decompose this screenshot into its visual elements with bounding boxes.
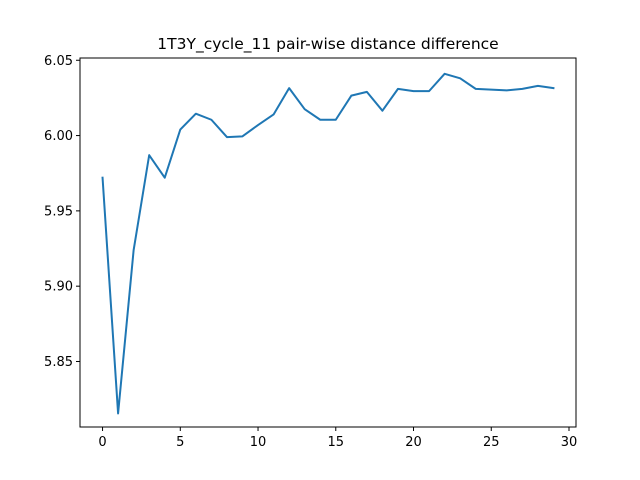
x-tick-label: 15 [328, 435, 345, 450]
y-tick-label: 5.95 [44, 204, 73, 219]
y-tick-label: 5.85 [44, 355, 73, 370]
plot-area-frame [79, 57, 577, 428]
y-tick-label: 6.05 [44, 54, 73, 69]
x-tick-label: 5 [176, 435, 184, 450]
y-axis-ticks: 5.85 5.90 5.95 6.00 6.05 [44, 54, 80, 370]
x-axis-ticks: 0 5 10 15 20 25 30 [98, 427, 577, 450]
series-line [101, 72, 555, 415]
y-tick-label: 5.90 [44, 280, 73, 295]
x-tick-label: 20 [405, 435, 422, 450]
x-tick-label: 0 [98, 435, 106, 450]
y-tick-label: 6.00 [44, 129, 73, 144]
x-tick-label: 25 [483, 435, 500, 450]
x-tick-label: 10 [250, 435, 267, 450]
chart-title: 1T3Y_cycle_11 pair-wise distance differe… [157, 35, 498, 54]
x-tick-label: 30 [561, 435, 578, 450]
